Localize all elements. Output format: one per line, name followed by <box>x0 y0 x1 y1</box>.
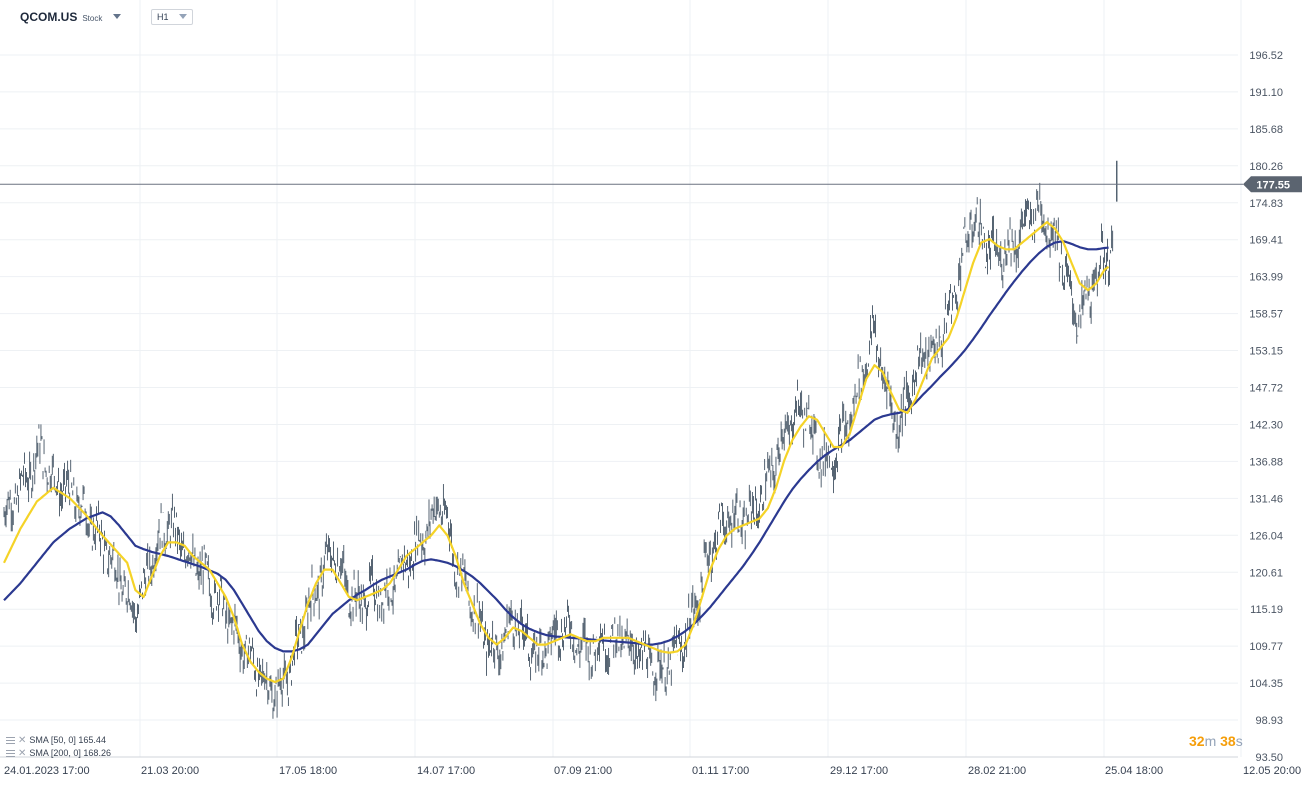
x-tick-label: 01.11 17:00 <box>692 765 749 777</box>
y-tick-label: 98.93 <box>1255 715 1283 727</box>
current-price-label: 177.55 <box>1256 179 1290 191</box>
candle-countdown: 32m 38s <box>1189 733 1243 749</box>
x-tick-label: 28.02 21:00 <box>968 765 1026 777</box>
y-tick-label: 147.72 <box>1249 383 1283 395</box>
x-tick-label: 25.04 18:00 <box>1105 765 1163 777</box>
y-tick-label: 142.30 <box>1249 419 1283 431</box>
y-tick-label: 153.15 <box>1249 346 1283 358</box>
countdown-s: s <box>1235 733 1243 749</box>
y-tick-label: 93.50 <box>1255 752 1283 764</box>
legend-sma50-label: SMA [50, 0] 165.44 <box>29 735 106 745</box>
x-tick-label: 21.03 20:00 <box>141 765 199 777</box>
x-tick-label: 07.09 21:00 <box>554 765 612 777</box>
y-tick-label: 196.52 <box>1249 50 1283 62</box>
countdown-minutes: 32 <box>1189 733 1205 749</box>
x-tick-label: 12.05 20:00 <box>1243 765 1301 777</box>
y-tick-label: 120.61 <box>1249 567 1283 579</box>
y-tick-label: 115.19 <box>1250 604 1283 616</box>
indicator-legend: ✕ SMA [50, 0] 165.44 ✕ SMA [200, 0] 168.… <box>6 734 111 760</box>
settings-icon[interactable] <box>6 750 15 757</box>
timeframe-select[interactable]: H1 <box>151 9 193 25</box>
sma200-line <box>3 240 1109 653</box>
y-tick-label: 136.88 <box>1249 456 1283 468</box>
x-tick-label: 29.12 17:00 <box>830 765 888 777</box>
chevron-down-icon <box>179 14 187 19</box>
y-tick-label: 185.68 <box>1249 124 1283 136</box>
close-icon[interactable]: ✕ <box>18 734 27 746</box>
x-tick-label: 24.01.2023 17:00 <box>4 765 90 777</box>
y-tick-label: 180.26 <box>1249 161 1283 173</box>
symbol-selector[interactable]: QCOM.US Stock <box>20 10 122 24</box>
countdown-seconds: 38 <box>1220 733 1236 749</box>
countdown-m: m <box>1204 733 1217 749</box>
y-tick-label: 174.83 <box>1249 198 1283 210</box>
close-icon[interactable]: ✕ <box>18 747 27 759</box>
y-tick-label: 104.35 <box>1249 678 1283 690</box>
chevron-down-icon <box>113 14 122 19</box>
y-tick-label: 163.99 <box>1249 272 1283 284</box>
y-tick-label: 191.10 <box>1249 87 1283 99</box>
y-tick-label: 169.41 <box>1249 235 1283 247</box>
current-price-tag <box>1243 176 1302 193</box>
y-tick-label: 109.77 <box>1249 641 1283 653</box>
legend-sma50: ✕ SMA [50, 0] 165.44 <box>6 734 111 747</box>
y-tick-label: 131.46 <box>1249 493 1283 505</box>
x-tick-label: 14.07 17:00 <box>417 765 475 777</box>
x-tick-label: 17.05 18:00 <box>279 765 337 777</box>
legend-sma200: ✕ SMA [200, 0] 168.26 <box>6 747 111 760</box>
legend-sma200-label: SMA [200, 0] 168.26 <box>29 748 111 758</box>
y-tick-label: 158.57 <box>1249 309 1283 321</box>
y-tick-label: 126.04 <box>1249 530 1283 542</box>
chart-toolbar: QCOM.US Stock H1 <box>0 0 1315 34</box>
timeframe-label: H1 <box>157 12 169 22</box>
settings-icon[interactable] <box>6 737 15 744</box>
symbol-type: Stock <box>82 14 103 23</box>
sma50-line <box>3 221 1110 684</box>
symbol-name: QCOM.US <box>20 10 78 24</box>
